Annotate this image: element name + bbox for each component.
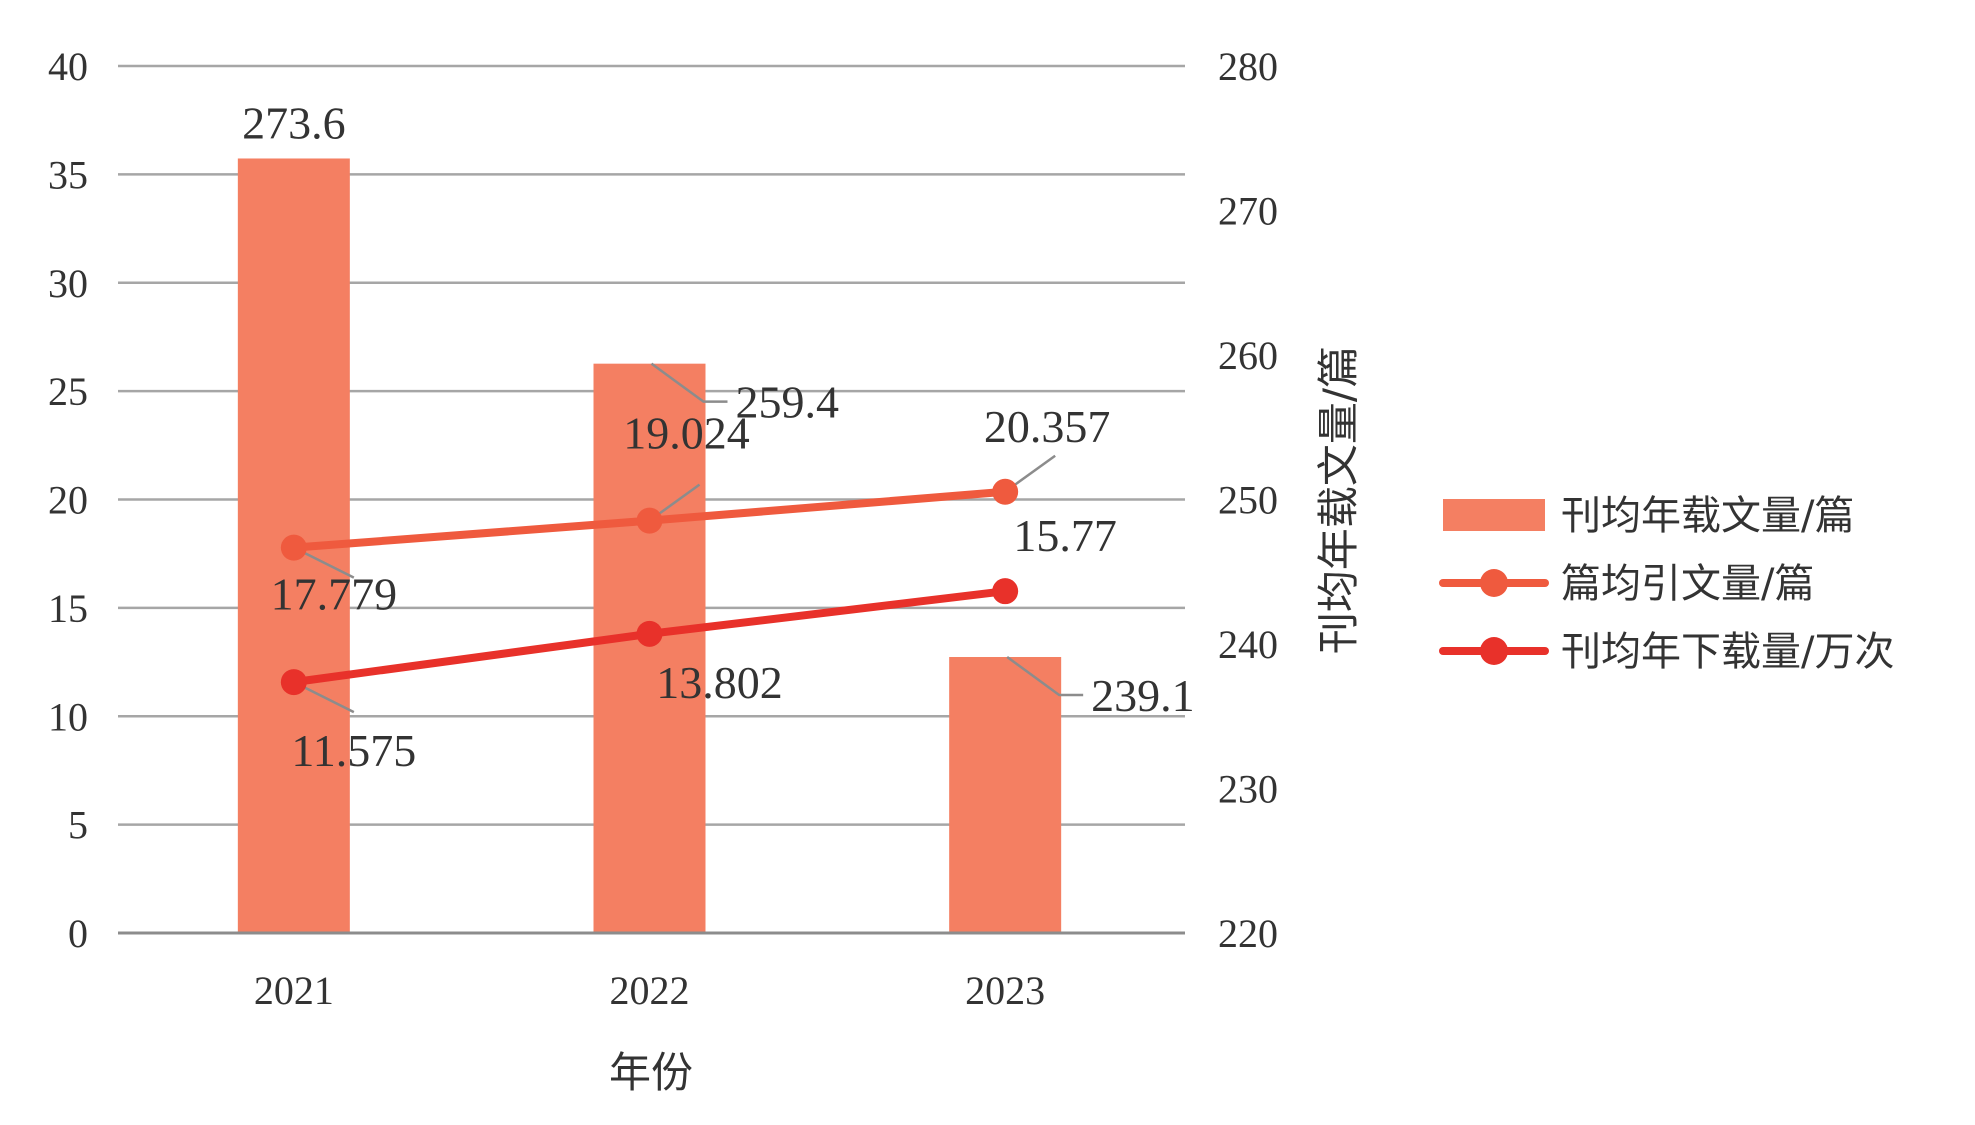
point-data-label: 20.357 <box>984 401 1111 452</box>
series-point-2-2023 <box>992 578 1019 605</box>
bar-data-label: 259.4 <box>736 377 840 428</box>
y-right-tick-label: 270 <box>1218 189 1278 234</box>
point-data-label: 17.779 <box>271 569 398 620</box>
bar-2023 <box>949 657 1062 933</box>
y-left-tick-label: 20 <box>48 478 88 523</box>
x-tick-label: 2023 <box>965 968 1045 1013</box>
y-right-tick-label: 280 <box>1218 44 1278 89</box>
legend-swatch-marker <box>1480 637 1508 665</box>
axes: 0 5 10 15 20 25 30 35 40 220 230 240 250 260 270 280 202… <box>48 44 1363 1097</box>
y-left-tick-label: 15 <box>48 586 88 631</box>
y-right-tick-label: 220 <box>1218 911 1278 956</box>
y-right-tick-label: 240 <box>1218 622 1278 667</box>
y-left-tick-label: 25 <box>48 369 88 414</box>
y-right-tick-label: 260 <box>1218 333 1278 378</box>
y-left-tick-label: 0 <box>68 911 88 956</box>
x-axis-title: 年份 <box>609 1048 693 1097</box>
y-right-tick-label: 250 <box>1218 478 1278 523</box>
bar-data-label: 273.6 <box>242 97 346 148</box>
y-left-tick-label: 10 <box>48 694 88 739</box>
bar-data-label: 239.1 <box>1091 670 1195 721</box>
bar-label-leader <box>1006 655 1084 697</box>
x-tick-label: 2022 <box>610 968 690 1013</box>
legend-entry-label: 刊均年载文量/篇 <box>1561 493 1854 539</box>
series-point-2-2021 <box>280 669 307 696</box>
legend-swatch-marker <box>1480 569 1508 597</box>
legend-entry-label: 篇均引文量/篇 <box>1561 561 1814 607</box>
y-left-tick-label: 35 <box>48 152 88 197</box>
bar-label-leader <box>650 362 728 403</box>
legend-swatch-bar <box>1443 499 1545 531</box>
y-left-tick-label: 40 <box>48 44 88 89</box>
data-labels: 273.6 259.4 239.1 17.779 19.024 20.357 11.575 1… <box>242 97 1195 776</box>
point-data-label: 13.802 <box>656 657 783 708</box>
series-point-1-2023 <box>992 478 1019 505</box>
point-data-label: 15.77 <box>1013 510 1117 561</box>
y-right-tick-label: 230 <box>1218 767 1278 812</box>
y-left-tick-label: 5 <box>68 803 88 848</box>
y-left-tick-label: 30 <box>48 261 88 306</box>
series-point-1-2022 <box>636 507 663 534</box>
bar-2022 <box>593 363 706 933</box>
x-tick-label: 2021 <box>254 968 334 1013</box>
series-point-2-2022 <box>636 620 663 647</box>
line-series <box>280 478 1019 696</box>
legend-entry-label: 刊均年下载量/万次 <box>1561 629 1894 675</box>
y-right-axis-title: 刊均年载文量/篇 <box>1314 346 1363 654</box>
bar-series <box>237 158 1062 934</box>
series-point-1-2021 <box>280 534 307 561</box>
point-data-label: 11.575 <box>291 725 416 776</box>
point-data-label: 19.024 <box>623 408 750 459</box>
